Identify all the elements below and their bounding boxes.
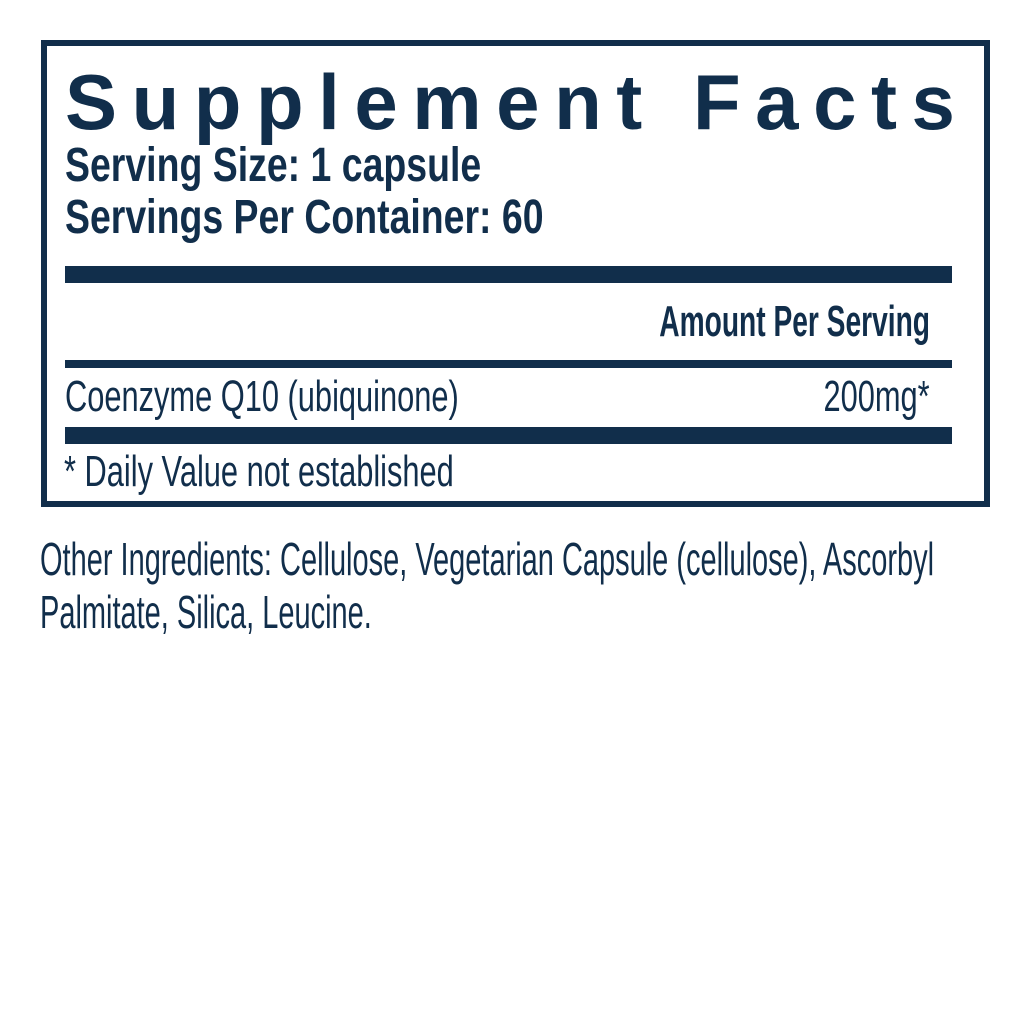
other-ingredients-line-2: Palmitate, Silica, Leucine. (40, 586, 372, 638)
ingredient-amount: 200mg* (823, 372, 930, 421)
daily-value-footnote: * Daily Value not established (64, 447, 454, 496)
amount-per-serving-header: Amount Per Serving (659, 297, 930, 346)
divider-thick-bottom (65, 427, 952, 444)
divider-thin (65, 360, 952, 368)
other-ingredients-line-1: Other Ingredients: Cellulose, Vegetarian… (40, 533, 935, 585)
ingredient-name: Coenzyme Q10 (ubiquinone) (65, 372, 459, 421)
other-ingredients: Other Ingredients: Cellulose, Vegetarian… (40, 536, 934, 642)
servings-per-container: Servings Per Container: 60 (65, 191, 544, 244)
serving-size: Serving Size: 1 capsule (65, 139, 482, 192)
divider-thick-top (65, 266, 952, 283)
